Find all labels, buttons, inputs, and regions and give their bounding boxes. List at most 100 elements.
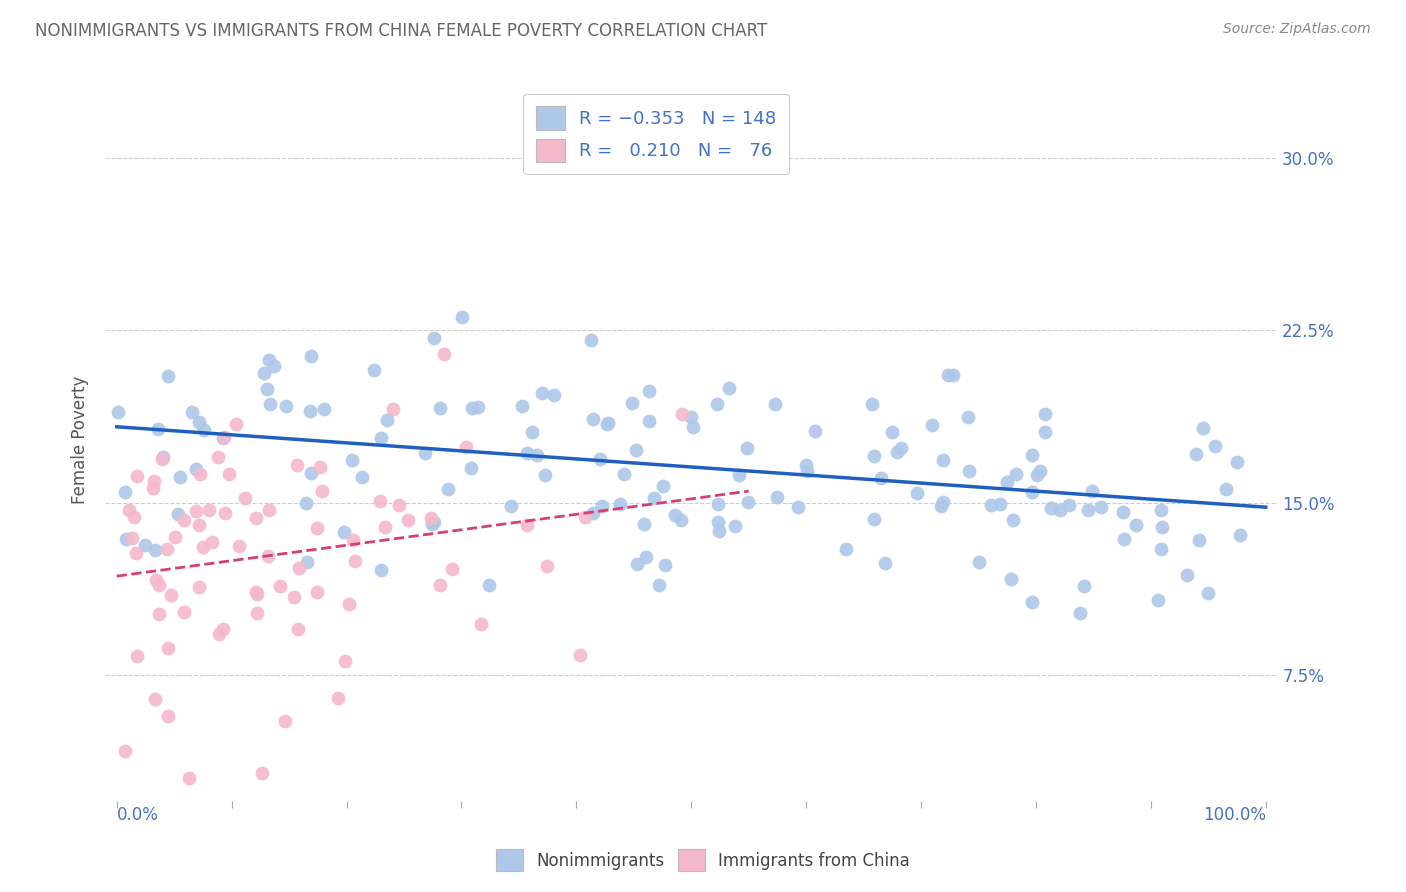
Point: [201, 535, 224, 549]
Point: [169, 470, 191, 484]
Point: [413, 445, 436, 459]
Point: [1004, 467, 1026, 481]
Point: [568, 648, 591, 662]
Point: [307, 584, 329, 599]
Point: [921, 417, 943, 432]
Text: 100.0%: 100.0%: [1202, 805, 1265, 823]
Point: [312, 402, 335, 417]
Point: [451, 310, 474, 325]
Point: [1001, 513, 1024, 527]
Point: [145, 573, 167, 587]
Point: [536, 559, 558, 574]
Point: [150, 452, 173, 467]
Point: [340, 452, 363, 467]
Point: [193, 423, 215, 437]
Point: [257, 549, 280, 563]
Point: [957, 464, 980, 478]
Point: [609, 497, 631, 511]
Point: [311, 483, 333, 498]
Point: [225, 417, 247, 431]
Point: [929, 499, 952, 513]
Point: [188, 415, 211, 429]
Point: [1021, 449, 1043, 463]
Point: [295, 555, 318, 569]
Point: [309, 460, 332, 475]
Point: [208, 627, 231, 641]
Point: [253, 366, 276, 380]
Point: [763, 397, 786, 411]
Point: [1188, 533, 1211, 547]
Point: [794, 458, 817, 472]
Point: [596, 417, 619, 431]
Point: [1000, 572, 1022, 586]
Point: [936, 368, 959, 382]
Point: [862, 511, 884, 525]
Point: [257, 353, 280, 368]
Point: [682, 420, 704, 434]
Point: [875, 556, 897, 570]
Point: [218, 467, 240, 482]
Point: [533, 467, 555, 482]
Point: [157, 641, 180, 656]
Point: [1039, 500, 1062, 515]
Point: [301, 466, 323, 480]
Point: [834, 541, 856, 556]
Text: NONIMMIGRANTS VS IMMIGRANTS FROM CHINA FEMALE POVERTY CORRELATION CHART: NONIMMIGRANTS VS IMMIGRANTS FROM CHINA F…: [35, 22, 768, 40]
Point: [681, 410, 703, 425]
Point: [436, 482, 458, 496]
Point: [420, 516, 443, 531]
Point: [1033, 425, 1056, 439]
Point: [375, 413, 398, 427]
Point: [526, 448, 548, 462]
Point: [588, 452, 610, 467]
Point: [942, 368, 965, 383]
Point: [737, 495, 759, 509]
Point: [423, 331, 446, 345]
Point: [706, 515, 728, 529]
Point: [671, 407, 693, 421]
Point: [1025, 467, 1047, 482]
Point: [669, 513, 692, 527]
Point: [932, 495, 955, 509]
Point: [1021, 485, 1043, 500]
Point: [543, 388, 565, 402]
Point: [388, 499, 411, 513]
Point: [932, 453, 955, 467]
Point: [501, 500, 523, 514]
Point: [515, 517, 537, 532]
Point: [152, 450, 174, 464]
Point: [582, 506, 605, 520]
Point: [1147, 592, 1170, 607]
Point: [470, 616, 492, 631]
Point: [460, 401, 482, 416]
Point: [107, 405, 129, 419]
Text: Source: ZipAtlas.com: Source: ZipAtlas.com: [1223, 22, 1371, 37]
Point: [1198, 586, 1220, 600]
Point: [160, 588, 183, 602]
Point: [188, 467, 211, 482]
Point: [1021, 595, 1043, 609]
Point: [257, 503, 280, 517]
Point: [1150, 520, 1173, 534]
Point: [1125, 517, 1147, 532]
Point: [1175, 568, 1198, 582]
Point: [274, 714, 297, 728]
Point: [1114, 532, 1136, 546]
Point: [429, 401, 451, 416]
Point: [283, 590, 305, 604]
Point: [274, 400, 297, 414]
Point: [186, 461, 208, 475]
Point: [1150, 542, 1173, 557]
Point: [648, 578, 671, 592]
Point: [766, 490, 789, 504]
Point: [173, 513, 195, 527]
Point: [654, 558, 676, 572]
Point: [886, 445, 908, 459]
Point: [882, 425, 904, 440]
Point: [114, 744, 136, 758]
Point: [245, 584, 267, 599]
Point: [1029, 464, 1052, 478]
Point: [598, 417, 620, 431]
Point: [259, 397, 281, 411]
Point: [246, 587, 269, 601]
